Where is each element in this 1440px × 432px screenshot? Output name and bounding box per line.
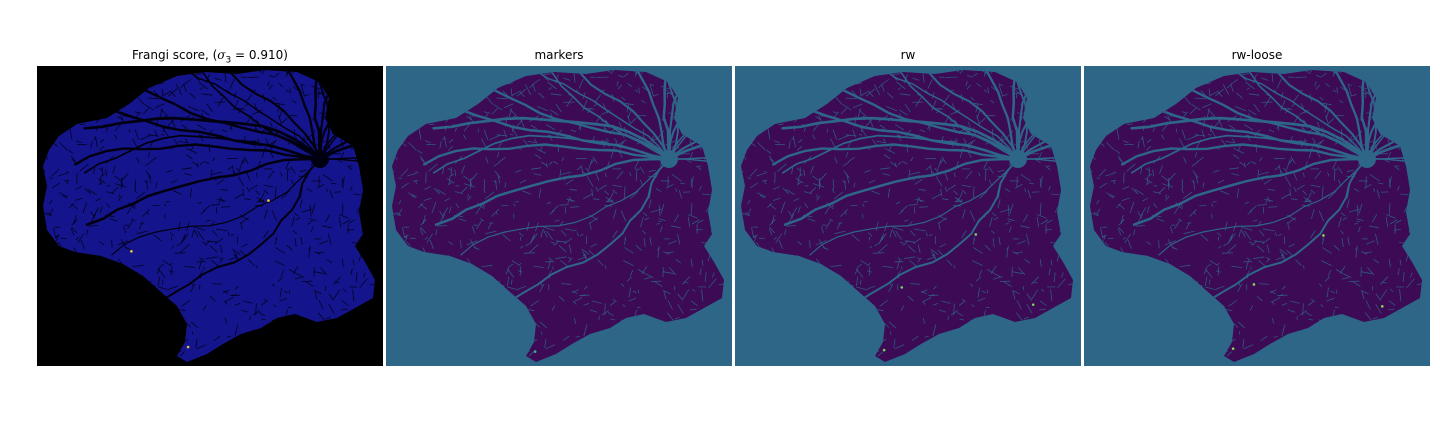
accent-speck <box>900 286 904 289</box>
optic-disc <box>1358 150 1376 168</box>
frangi-score-image <box>37 66 383 366</box>
rw-loose-svg <box>1084 66 1430 366</box>
accent-speck <box>130 250 133 253</box>
rw-image <box>735 66 1081 366</box>
accent-speck <box>1231 347 1235 350</box>
panel-title-rw: rw <box>900 48 916 62</box>
accent-speck <box>882 348 886 352</box>
panel-title-frangi: Frangi score, (σ3 = 0.910) <box>37 48 383 65</box>
rw-loose-image <box>1084 66 1430 366</box>
markers-image <box>386 66 732 366</box>
accent-speck <box>533 350 537 353</box>
accent-speck <box>1380 305 1384 308</box>
accent-speck <box>186 345 190 349</box>
frangi-title-prefix: Frangi score, ( <box>132 48 218 62</box>
sigma-symbol: σ <box>217 48 226 62</box>
optic-disc <box>660 150 678 168</box>
optic-disc <box>1009 150 1027 168</box>
panel-title-rw-loose: rw-loose <box>1231 48 1283 62</box>
frangi-title-suffix: = 0.910) <box>231 48 288 62</box>
accent-speck <box>1322 234 1325 237</box>
frangi-score-svg <box>37 66 383 366</box>
sigma-subscript: 3 <box>225 55 232 66</box>
accent-speck <box>1252 283 1256 286</box>
rw-svg <box>735 66 1081 366</box>
optic-disc <box>311 150 329 168</box>
accent-speck <box>974 233 978 236</box>
accent-speck <box>1031 303 1035 306</box>
panel-title-markers: markers <box>534 48 584 62</box>
markers-svg <box>386 66 732 366</box>
accent-speck <box>267 199 270 202</box>
